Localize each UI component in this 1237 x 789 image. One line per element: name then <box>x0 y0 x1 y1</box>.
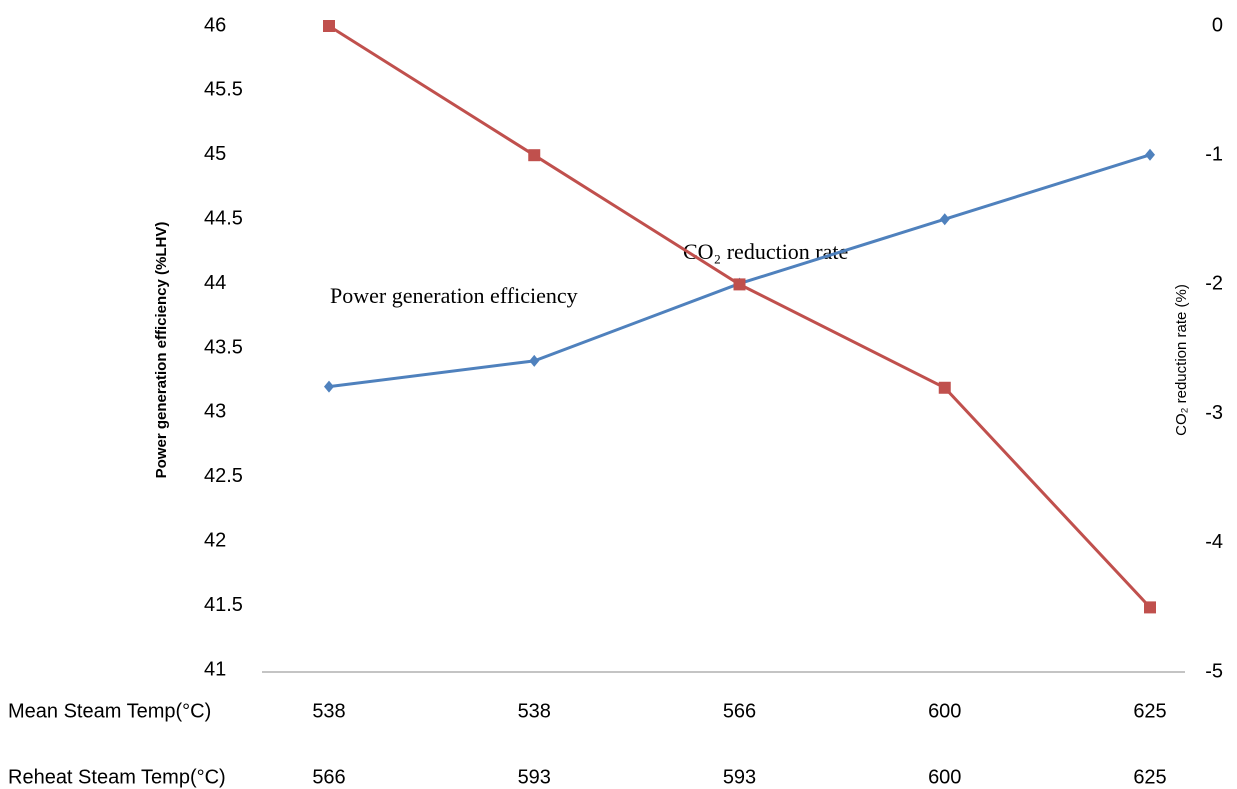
y2-axis-title: CO₂ reduction rate (%) <box>1173 284 1190 436</box>
x-tick-label: 593 <box>518 766 551 788</box>
series-line <box>328 24 1152 609</box>
y-axis-title: Power generation efficiency (%LHV) <box>153 222 170 479</box>
x-tick-label: 566 <box>723 700 756 722</box>
y-tick-label: 41 <box>204 658 226 680</box>
series-line <box>328 153 1151 389</box>
annotation: Power generation efficiency <box>330 283 578 308</box>
x-tick-label: 600 <box>928 700 961 722</box>
x-tick-label: 593 <box>723 766 756 788</box>
y-tick-label: 42.5 <box>204 465 243 487</box>
annotation: CO₂ reduction rate <box>683 239 848 264</box>
marker <box>323 20 335 32</box>
y2-tick-label: -2 <box>1205 273 1223 295</box>
y-tick-label: 42 <box>204 529 226 551</box>
y2-tick-label: -1 <box>1205 143 1223 165</box>
y-tick-label: 44 <box>204 272 226 294</box>
marker <box>529 354 540 367</box>
marker <box>939 213 950 226</box>
marker <box>1145 148 1155 161</box>
marker <box>528 149 541 162</box>
x-tick-label: 538 <box>518 700 551 722</box>
marker <box>1144 601 1156 614</box>
y2-tick-label: 0 <box>1212 14 1223 36</box>
y2-tick-label: -5 <box>1205 660 1223 682</box>
x-tick-label: 625 <box>1133 766 1166 788</box>
y-tick-label: 46 <box>204 14 226 36</box>
y-tick-label: 44.5 <box>204 207 243 229</box>
category-row-name: Reheat Steam Temp(°C) <box>8 766 226 788</box>
x-tick-label: 600 <box>928 766 961 788</box>
x-tick-label: 566 <box>312 766 345 788</box>
y-tick-label: 45 <box>204 143 226 165</box>
y-tick-label: 43 <box>204 401 226 423</box>
marker <box>938 381 951 394</box>
marker <box>324 380 334 393</box>
y2-tick-label: -4 <box>1205 531 1223 553</box>
category-row-name: Mean Steam Temp(°C) <box>8 700 211 722</box>
y-tick-label: 43.5 <box>204 336 243 358</box>
x-tick-label: 625 <box>1133 700 1166 722</box>
y-tick-label: 41.5 <box>204 594 243 616</box>
x-tick-label: 538 <box>312 700 345 722</box>
y2-tick-label: -3 <box>1205 402 1223 424</box>
y-tick-label: 45.5 <box>204 79 243 101</box>
marker <box>733 278 746 291</box>
